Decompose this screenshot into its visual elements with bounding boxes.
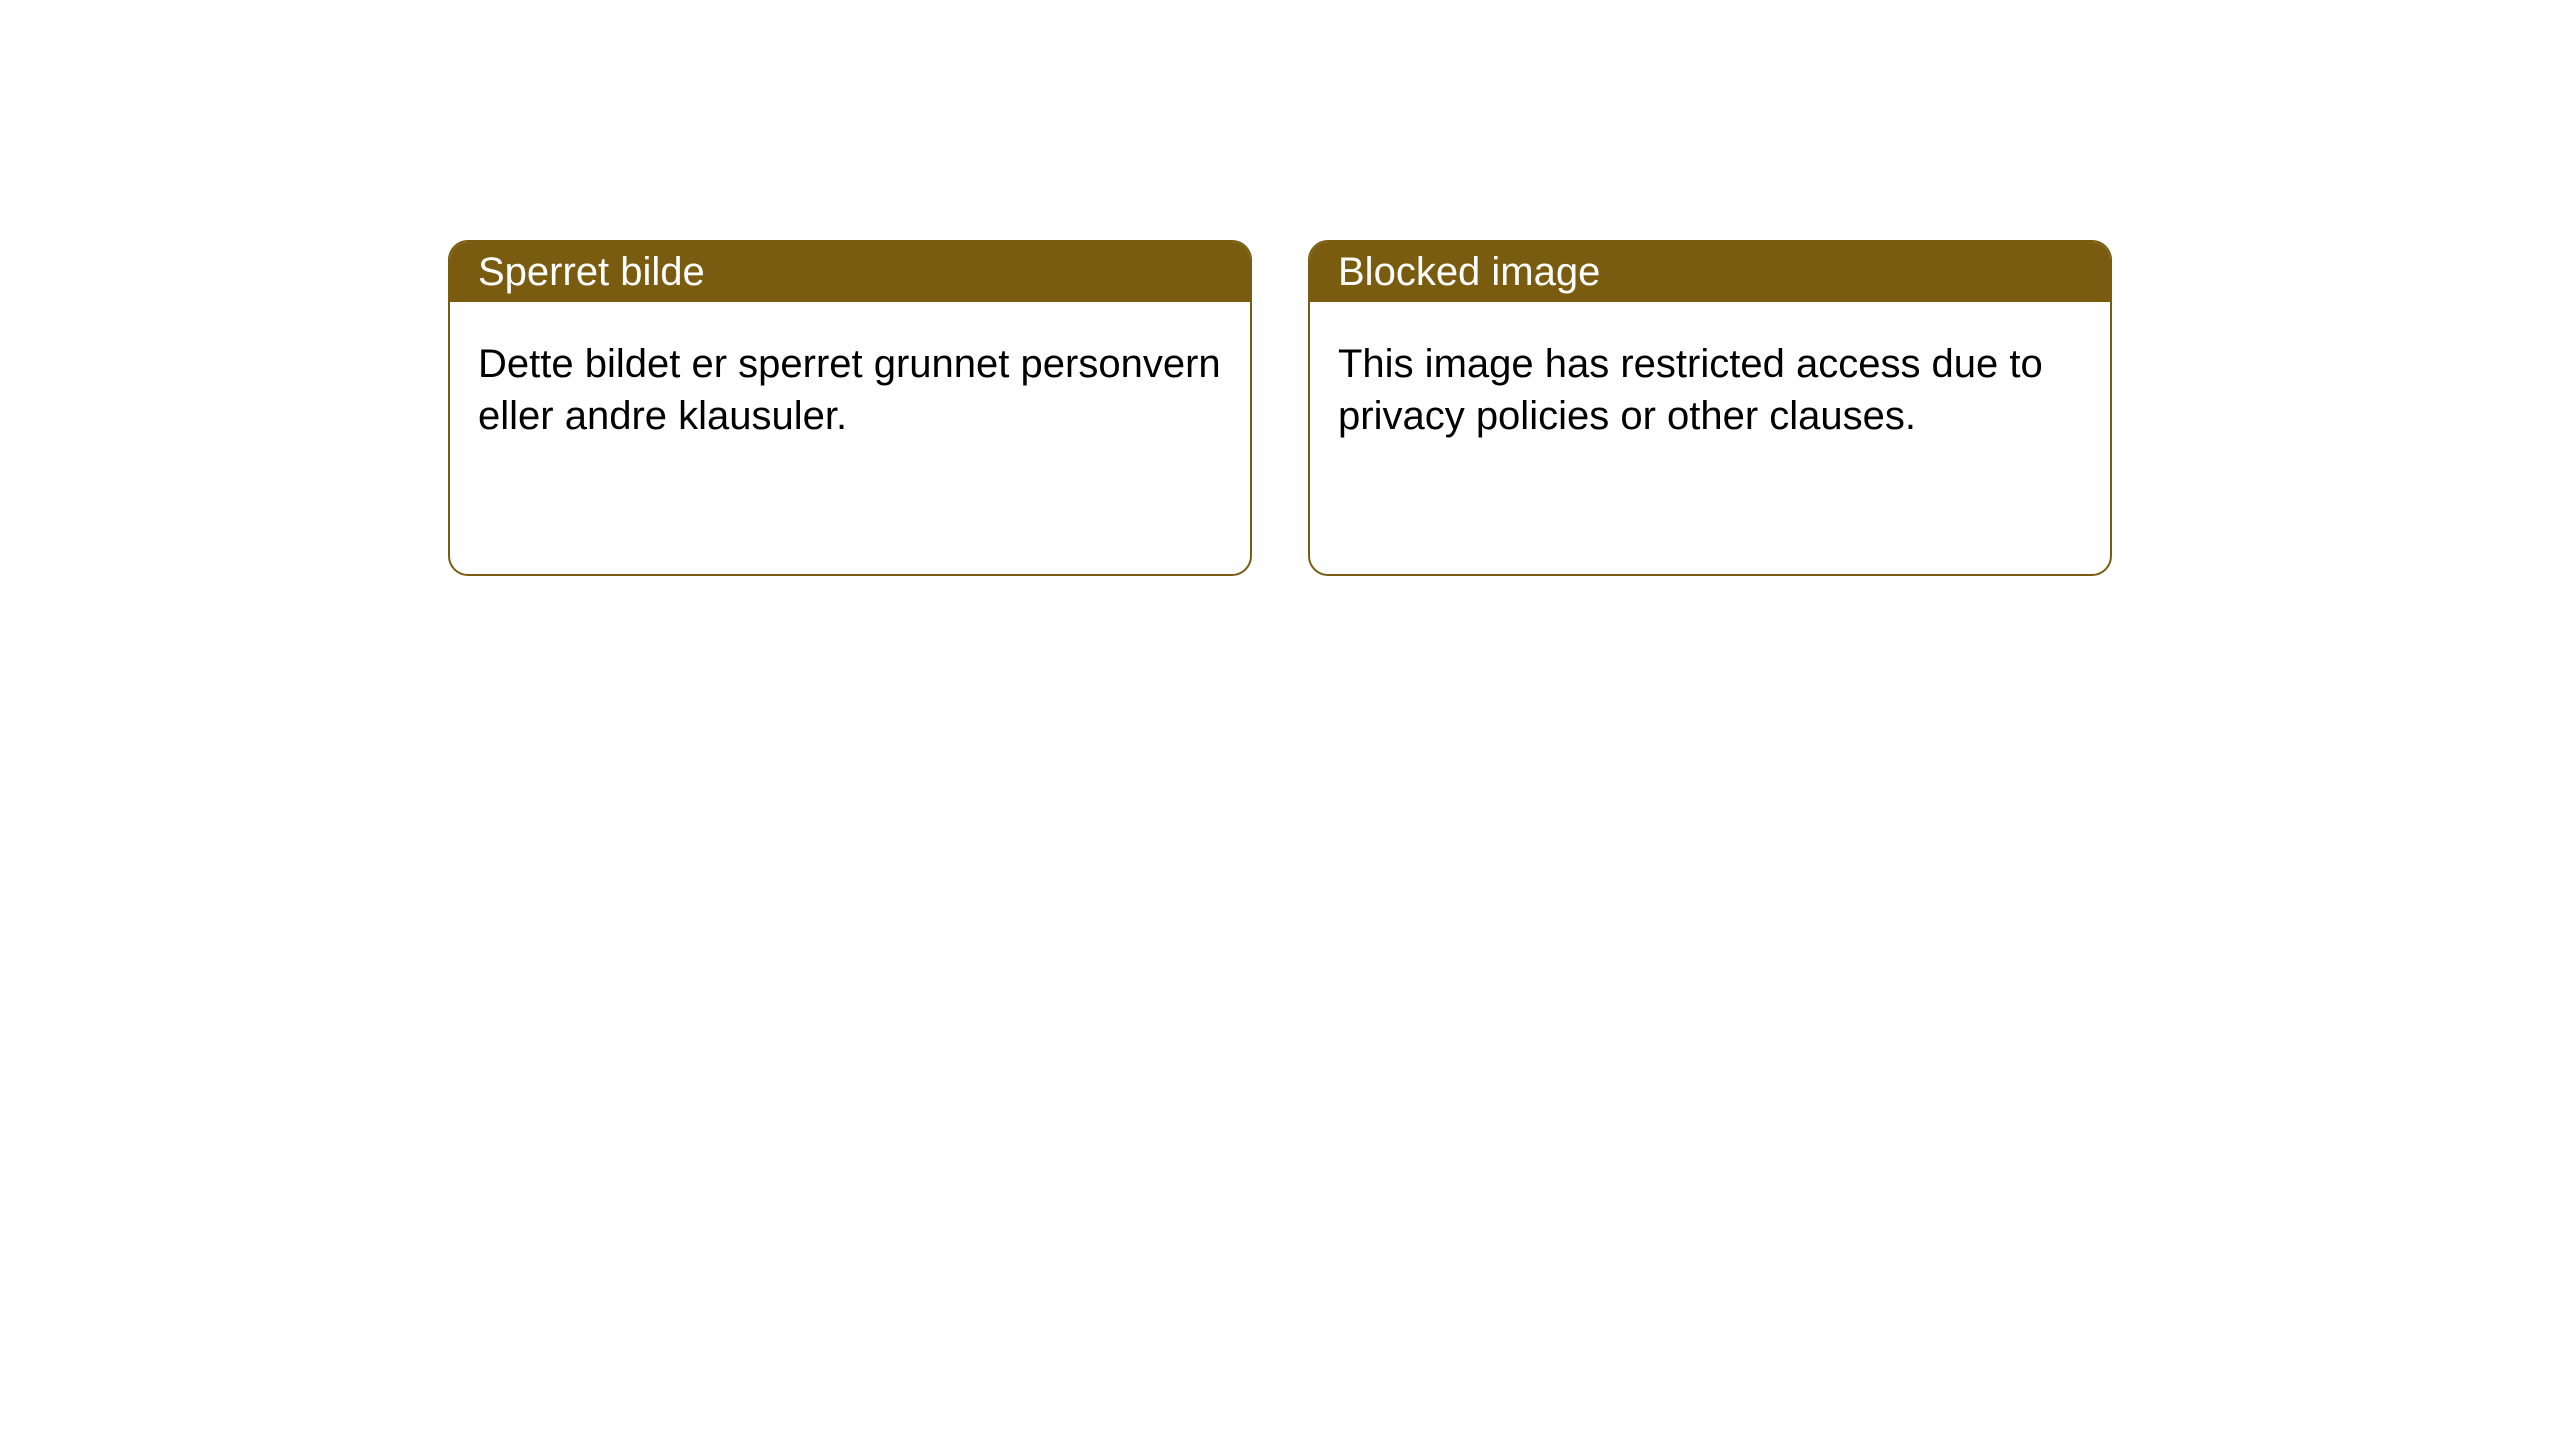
card-title-en: Blocked image [1338, 250, 1600, 295]
blocked-image-card-no: Sperret bilde Dette bildet er sperret gr… [448, 240, 1252, 576]
cards-container: Sperret bilde Dette bildet er sperret gr… [448, 240, 2112, 576]
blocked-image-card-en: Blocked image This image has restricted … [1308, 240, 2112, 576]
card-header-no: Sperret bilde [450, 242, 1250, 302]
card-text-en: This image has restricted access due to … [1338, 342, 2043, 438]
card-title-no: Sperret bilde [478, 250, 705, 295]
card-body-no: Dette bildet er sperret grunnet personve… [450, 302, 1250, 478]
card-text-no: Dette bildet er sperret grunnet personve… [478, 342, 1221, 438]
card-body-en: This image has restricted access due to … [1310, 302, 2110, 478]
card-header-en: Blocked image [1310, 242, 2110, 302]
